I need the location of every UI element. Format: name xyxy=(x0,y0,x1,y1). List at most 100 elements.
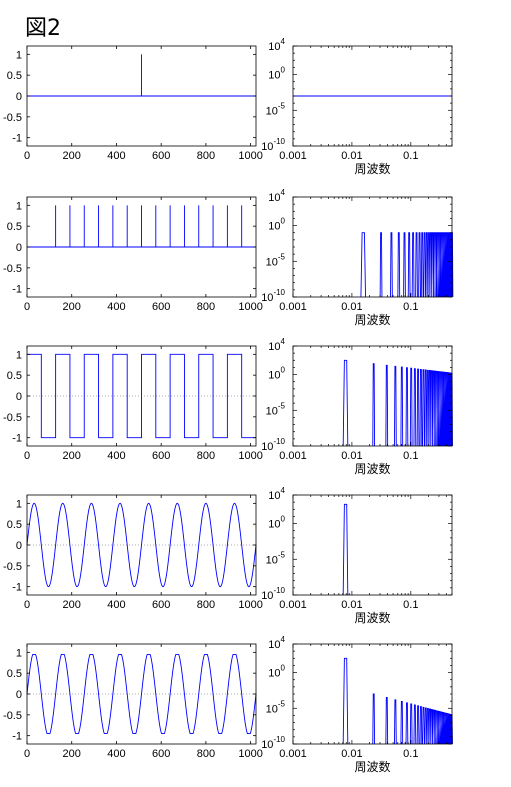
x-tick-label: 400 xyxy=(107,599,125,611)
x-tick-label: 0.001 xyxy=(279,748,307,760)
x-tick-label: 400 xyxy=(107,450,125,462)
x-axis-label: 周波数 xyxy=(354,759,390,774)
y-tick-label: -0.5 xyxy=(3,412,22,424)
y-tick-label: -1 xyxy=(12,133,22,145)
y-tick-label: 1 xyxy=(16,647,22,659)
y-tick-label: 1 xyxy=(16,200,22,212)
y-tick-label: -1 xyxy=(12,433,22,445)
spectrum-line xyxy=(360,232,454,298)
x-axis-label: 周波数 xyxy=(354,312,390,327)
spectrum-panel-1 xyxy=(292,45,453,147)
y-tick-label: 10-5 xyxy=(266,699,286,715)
x-tick-label: 0.01 xyxy=(341,150,362,162)
x-tick-label: 0 xyxy=(24,599,30,611)
x-tick-label: 0.1 xyxy=(403,599,418,611)
y-tick-label: -0.5 xyxy=(3,263,22,275)
y-tick-label: -0.5 xyxy=(3,710,22,722)
y-tick-label: 104 xyxy=(268,635,285,651)
y-tick-label: -1 xyxy=(12,731,22,743)
x-tick-label: 200 xyxy=(63,450,81,462)
y-tick-label: 0.5 xyxy=(7,70,22,82)
y-tick-label: -1 xyxy=(12,284,22,296)
x-axis-label: 周波数 xyxy=(354,161,390,176)
spectrum-panel-3 xyxy=(292,345,453,447)
y-tick-label: 1 xyxy=(16,498,22,510)
x-tick-label: 800 xyxy=(197,450,215,462)
x-tick-label: 1000 xyxy=(238,748,262,760)
x-tick-label: 200 xyxy=(63,748,81,760)
y-tick-label: 104 xyxy=(268,337,285,353)
y-tick-label: -0.5 xyxy=(3,112,22,124)
x-tick-label: 600 xyxy=(152,748,170,760)
time-panel-4 xyxy=(26,494,257,596)
x-tick-label: 800 xyxy=(197,599,215,611)
x-tick-label: 1000 xyxy=(238,599,262,611)
x-tick-label: 200 xyxy=(63,150,81,162)
x-tick-label: 1000 xyxy=(238,450,262,462)
y-tick-label: 10-5 xyxy=(266,550,286,566)
y-tick-label: 0 xyxy=(16,91,22,103)
x-tick-label: 0.001 xyxy=(279,301,307,313)
x-tick-label: 0 xyxy=(24,301,30,313)
y-tick-label: 1 xyxy=(16,349,22,361)
y-tick-label: 0.5 xyxy=(7,668,22,680)
y-tick-label: 104 xyxy=(268,188,285,204)
x-tick-label: 800 xyxy=(197,748,215,760)
signal-line xyxy=(26,502,257,588)
y-tick-label: 100 xyxy=(268,366,285,382)
x-tick-label: 400 xyxy=(107,748,125,760)
x-tick-label: 0.01 xyxy=(341,450,362,462)
y-tick-label: 10-5 xyxy=(266,401,286,417)
spectrum-panel-5 xyxy=(292,643,453,745)
spectrum-line xyxy=(342,359,453,447)
x-tick-label: 800 xyxy=(197,301,215,313)
signal-line xyxy=(26,653,257,735)
x-tick-label: 0.001 xyxy=(279,450,307,462)
y-tick-label: 100 xyxy=(268,515,285,531)
signal-line xyxy=(27,54,256,97)
spectrum-panel-2 xyxy=(292,196,454,298)
x-tick-label: 1000 xyxy=(238,150,262,162)
spectrum-line xyxy=(342,503,349,596)
x-tick-label: 400 xyxy=(107,301,125,313)
y-tick-label: -1 xyxy=(12,582,22,594)
x-tick-label: 600 xyxy=(152,301,170,313)
x-tick-label: 0.001 xyxy=(279,150,307,162)
x-tick-label: 200 xyxy=(63,301,81,313)
x-axis-label: 周波数 xyxy=(354,461,390,476)
x-tick-label: 0.1 xyxy=(403,450,418,462)
x-tick-label: 600 xyxy=(152,150,170,162)
y-tick-label: 10-5 xyxy=(266,252,286,268)
spectrum-line xyxy=(342,657,453,745)
y-tick-label: 100 xyxy=(268,217,285,233)
x-tick-label: 600 xyxy=(152,450,170,462)
x-tick-label: 0 xyxy=(24,450,30,462)
y-tick-label: 1 xyxy=(16,49,22,61)
plot-frame xyxy=(292,494,453,596)
time-panel-2 xyxy=(26,196,257,298)
y-tick-label: 100 xyxy=(268,66,285,82)
y-tick-label: 100 xyxy=(268,664,285,680)
x-tick-label: 0 xyxy=(24,150,30,162)
x-tick-label: 0.01 xyxy=(341,599,362,611)
x-tick-label: 200 xyxy=(63,599,81,611)
x-tick-label: 0.001 xyxy=(279,599,307,611)
x-tick-label: 0.1 xyxy=(403,301,418,313)
x-tick-label: 1000 xyxy=(238,301,262,313)
y-tick-label: -0.5 xyxy=(3,561,22,573)
figure-title: 図2 xyxy=(25,16,61,41)
x-tick-label: 400 xyxy=(107,150,125,162)
time-panel-3 xyxy=(26,345,257,447)
y-tick-label: 0.5 xyxy=(7,221,22,233)
y-tick-label: 0.5 xyxy=(7,370,22,382)
y-tick-label: 0 xyxy=(16,242,22,254)
spectrum-panel-4 xyxy=(292,494,453,596)
y-tick-label: 104 xyxy=(268,37,285,53)
x-tick-label: 0.1 xyxy=(403,748,418,760)
x-tick-label: 0.01 xyxy=(341,748,362,760)
x-tick-label: 600 xyxy=(152,599,170,611)
y-tick-label: 0.5 xyxy=(7,519,22,531)
time-panel-5 xyxy=(26,643,257,745)
time-panel-1 xyxy=(26,45,257,147)
y-tick-label: 0 xyxy=(16,391,22,403)
